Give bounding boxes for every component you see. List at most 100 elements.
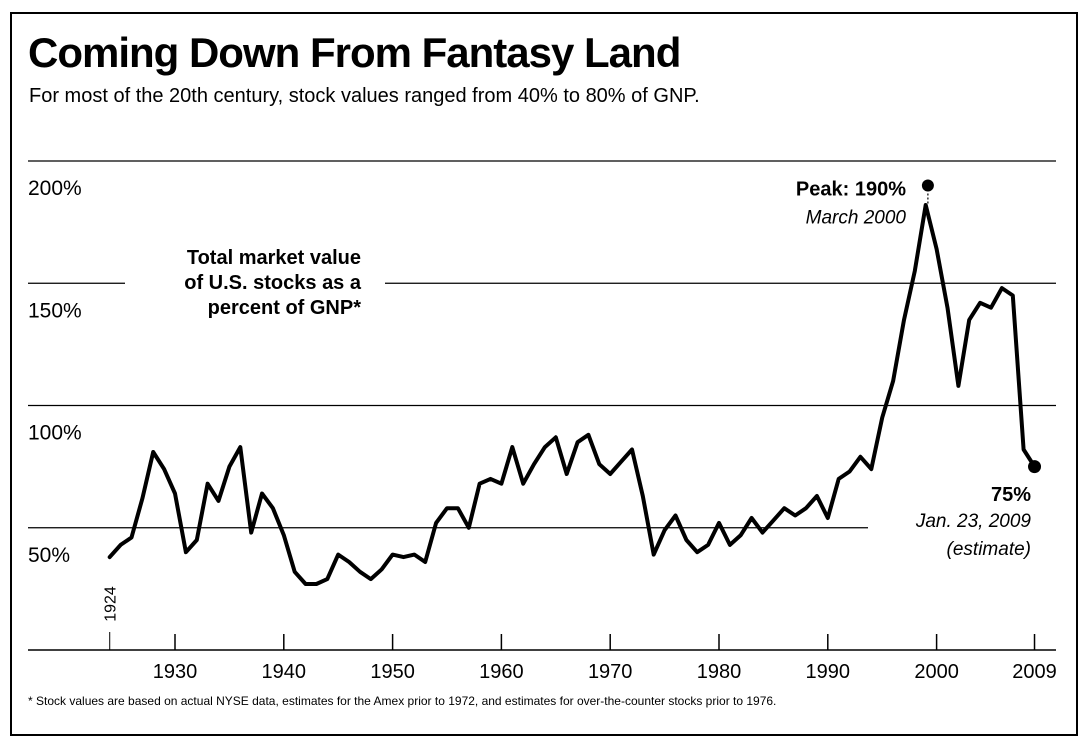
chart-subtitle: For most of the 20th century, stock valu… [29,85,700,107]
data-point-1994 [870,468,872,470]
data-point-1928 [152,451,154,453]
data-point-1947 [359,571,361,573]
data-point-1976 [674,514,677,517]
data-point-1927 [141,497,143,500]
x-tick-label-1950: 1950 [370,661,415,683]
x-tick-label-1940: 1940 [262,661,307,683]
series-line [107,203,1037,586]
data-point-1999 [925,204,927,206]
data-point-1943 [315,583,318,585]
data-point-1942 [304,583,307,585]
data-point-1970 [609,473,611,475]
x-axis: 1930 1940 1950 1960 1970 1980 1990 2000 2009 1924 [28,586,1057,683]
data-point-1941 [294,571,296,573]
peak-date: March 2000 [806,207,907,228]
data-point-1997 [903,319,905,321]
data-point-1964 [544,446,546,448]
peak-title: Peak: 190% [796,178,906,200]
data-point-2002 [957,385,959,387]
data-point-1978 [696,551,698,553]
data-point-1996 [892,380,894,382]
data-point-1973 [642,495,644,497]
data-point-1974 [653,554,655,556]
data-point-1926 [130,536,133,539]
data-point-1987 [794,514,796,517]
data-point-1936 [239,446,241,448]
data-point-1992 [848,470,851,473]
data-point-1945 [337,554,339,556]
series-label-line-2: of U.S. stocks as a [184,272,362,294]
data-point-1989 [816,495,818,497]
data-point-1955 [446,507,448,509]
data-point-1990 [827,517,829,519]
data-point-2003 [968,319,970,321]
data-point-1960 [500,483,502,485]
data-point-1966 [566,473,568,475]
data-point-1971 [620,461,622,463]
data-point-1935 [228,466,230,468]
x-tick-label-1970: 1970 [588,661,633,683]
start-year-label: 1924 [103,586,120,622]
end-date: Jan. 23, 2009 [915,511,1032,532]
data-point-1951 [402,556,405,558]
series-label-line-1: Total market value [187,247,361,269]
chart-title: Coming Down From Fantasy Land [28,29,681,76]
end-marker [1028,460,1042,474]
y-tick-label-100: 100% [28,422,82,445]
data-point-1956 [457,507,459,509]
data-point-1963 [533,463,535,465]
data-point-1930 [174,492,176,495]
data-point-1948 [370,578,372,580]
series-label: Total market value of U.S. stocks as a per… [184,247,362,319]
y-tick-label-150: 150% [28,299,82,322]
data-point-1961 [511,446,513,448]
data-point-2004 [979,302,981,304]
data-point-1959 [489,478,492,480]
x-tick-label-1960: 1960 [479,661,524,683]
data-point-1933 [207,483,209,485]
data-point-1949 [381,568,383,570]
data-point-1939 [272,507,274,509]
footnote: * Stock values are based on actual NYSE … [28,694,777,708]
data-point-1932 [196,539,198,541]
data-point-1940 [283,534,285,536]
x-tick-label-1930: 1930 [153,661,198,683]
data-point-1998 [914,270,916,272]
x-tick-label-1980: 1980 [697,661,742,683]
data-point-1981 [729,544,731,546]
data-point-1925 [120,544,122,546]
data-series [107,203,1037,586]
end-value-label: 75% [991,484,1031,506]
data-point-1980 [718,522,720,524]
data-point-1991 [838,478,840,480]
data-point-1934 [217,500,220,502]
data-point-1968 [587,434,590,436]
data-point-1950 [392,554,394,556]
peak-marker [921,179,934,192]
chart-frame [10,12,1078,736]
data-point-1957 [468,527,470,529]
data-point-1924 [109,556,111,558]
y-axis-labels: 50% 100% 150% 200% [28,177,82,567]
data-point-2005 [990,307,992,309]
data-point-1937 [250,532,252,534]
data-point-1977 [685,539,687,541]
data-point-1954 [435,522,437,524]
y-tick-label-200: 200% [28,177,82,200]
x-tick-label-2000: 2000 [914,661,959,683]
data-point-1975 [664,529,666,531]
data-point-1965 [555,436,557,438]
data-point-1979 [707,544,709,546]
data-point-1995 [881,417,883,419]
data-point-2001 [946,307,949,309]
data-point-1953 [424,561,426,563]
data-point-1952 [413,554,415,556]
y-tick-label-50: 50% [28,544,70,567]
data-point-1982 [740,534,742,536]
data-point-1988 [805,507,807,509]
data-point-1962 [522,483,524,485]
data-point-1969 [598,463,600,465]
data-point-2007 [1012,294,1014,297]
data-point-2008 [1023,448,1025,451]
